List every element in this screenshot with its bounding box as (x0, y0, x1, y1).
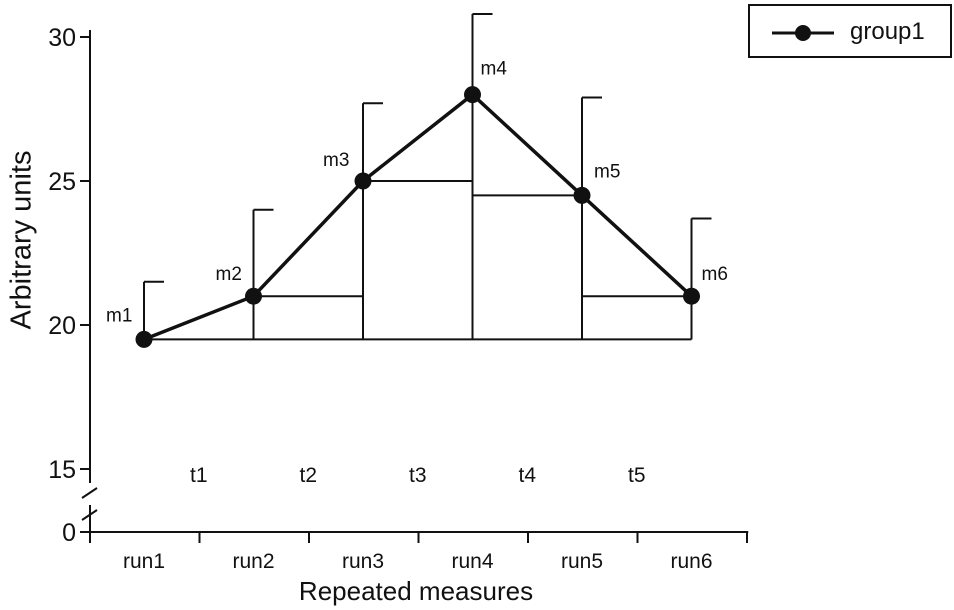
y-tick-label: 20 (48, 312, 76, 340)
x-tick-label: run6 (670, 550, 712, 573)
point-label: m6 (702, 264, 728, 285)
interval-label: t2 (299, 464, 317, 487)
data-point (683, 287, 700, 305)
x-tick-label: run2 (232, 550, 274, 573)
point-labels: m1 m2 m3 m4 m5 m6 (106, 59, 728, 327)
x-tick-label: run3 (342, 550, 384, 573)
point-label: m4 (481, 59, 508, 80)
axes: 0 15 20 25 30 run1 run2 run3 run4 run5 run6 t1 t2 t3 t… (48, 24, 749, 573)
point-label: m2 (216, 264, 242, 285)
point-label: m1 (106, 305, 132, 326)
interval-steps (144, 94, 693, 341)
legend-label: group1 (850, 18, 925, 45)
interval-label: t3 (409, 464, 427, 487)
point-label: m3 (323, 150, 349, 171)
legend: group1 (748, 4, 952, 58)
data-point (135, 330, 153, 348)
x-tick-label: run4 (451, 550, 493, 573)
y-tick-label: 30 (48, 24, 76, 52)
data-point (573, 186, 591, 204)
x-tick-label: run5 (561, 550, 603, 573)
data-point (464, 86, 481, 104)
series-line (143, 92, 693, 342)
interval-label: t4 (518, 464, 536, 487)
series-group1 (135, 86, 700, 348)
y-tick-label: 25 (48, 168, 76, 196)
axis-break-mark (81, 487, 98, 499)
error-bars (143, 12, 712, 340)
point-label: m5 (594, 161, 620, 182)
axis-break-mark (81, 509, 98, 521)
data-point (245, 287, 262, 305)
x-tick-label: run1 (123, 550, 165, 573)
data-point (354, 172, 372, 190)
y-axis-label: Arbitrary units (5, 150, 38, 330)
interval-label: t5 (628, 464, 646, 487)
legend-marker (772, 25, 834, 41)
x-axis-label: Repeated measures (298, 576, 534, 606)
interval-label: t1 (190, 464, 208, 487)
y-tick-label: 15 (48, 456, 76, 484)
y-tick-label: 0 (62, 519, 76, 547)
